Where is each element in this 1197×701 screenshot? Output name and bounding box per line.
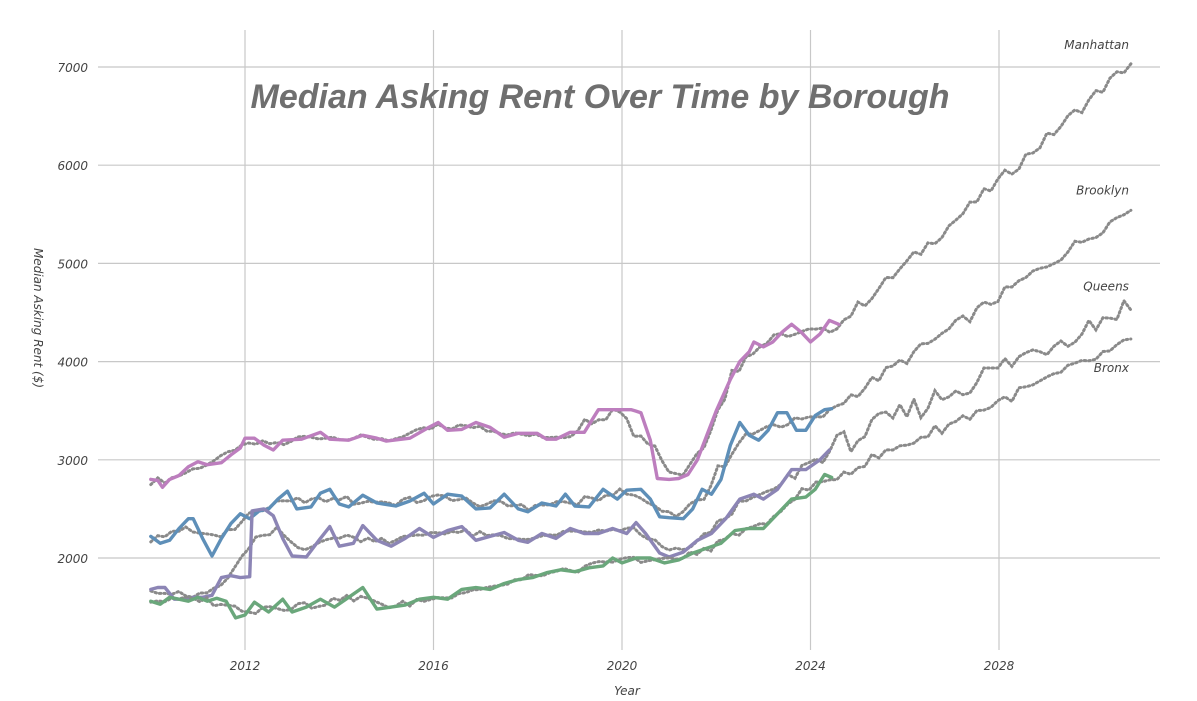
x-axis-label: Year [614, 684, 641, 698]
y-tick-label: 3000 [57, 454, 88, 468]
series-line-manhattan [149, 318, 841, 489]
y-axis-label: Median Asking Rent ($) [31, 248, 45, 388]
forecast-line-queens [149, 297, 1133, 599]
y-tick-label: 4000 [57, 356, 88, 370]
series-layer: Manhattan Brooklyn Queens Bronx [149, 38, 1133, 620]
y-tick-label: 7000 [57, 61, 88, 75]
x-tick-label: 2016 [418, 659, 449, 673]
series-line-queens [149, 448, 832, 601]
x-tick-label: 2020 [607, 659, 638, 673]
series-label-manhattan: Manhattan [1064, 38, 1129, 52]
y-tick-label: 5000 [57, 257, 88, 271]
chart-title: Median Asking Rent Over Time by Borough [251, 78, 950, 116]
y-tick-label: 6000 [57, 159, 88, 173]
forecast-line-brooklyn [149, 208, 1133, 544]
series-label-bronx: Bronx [1094, 361, 1130, 375]
series-line-bronx [149, 472, 834, 620]
forecast-line-bronx [149, 337, 1133, 616]
x-tick-label: 2012 [230, 659, 261, 673]
y-tick-label: 2000 [57, 552, 88, 566]
forecast-line-manhattan [149, 62, 1133, 487]
series-label-queens: Queens [1083, 280, 1129, 294]
x-tick-label: 2024 [795, 659, 826, 673]
series-line-brooklyn [149, 407, 834, 558]
gridlines [98, 30, 1160, 650]
x-tick-label: 2028 [984, 659, 1015, 673]
series-label-brooklyn: Brooklyn [1076, 183, 1129, 197]
tick-labels: 2000 3000 4000 5000 6000 7000 2012 2016 2020 2024… [57, 61, 1014, 673]
